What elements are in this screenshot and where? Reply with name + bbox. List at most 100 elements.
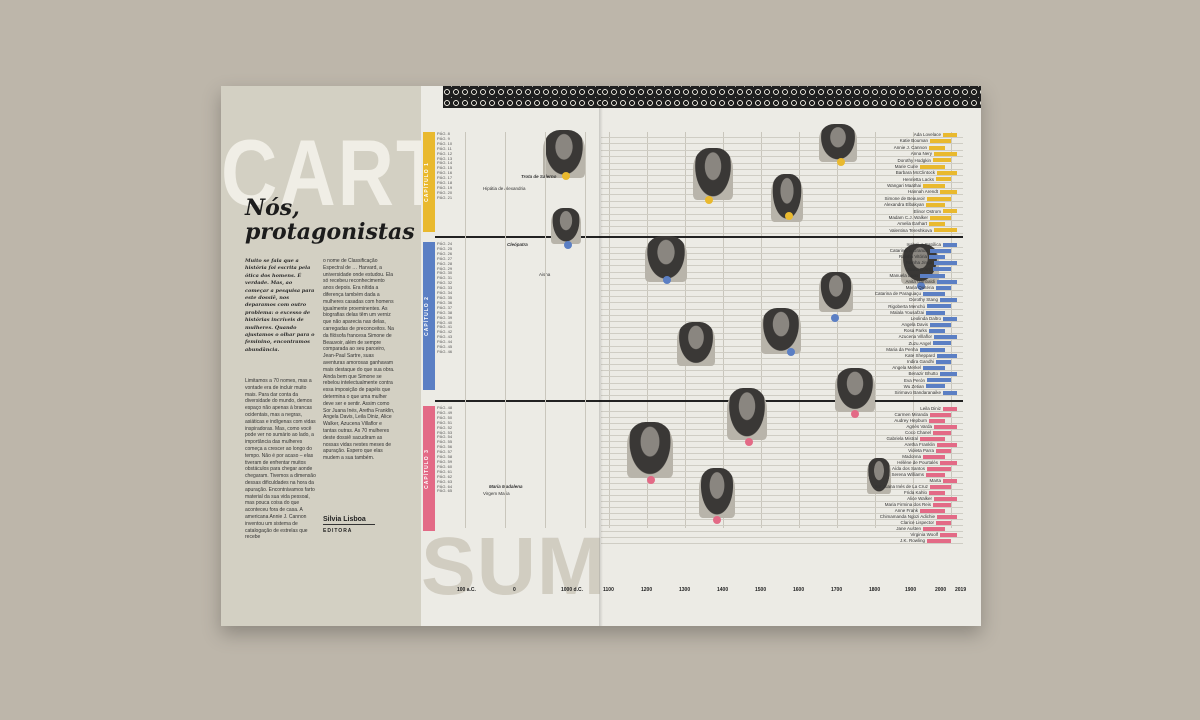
lifespan-bar bbox=[937, 171, 957, 176]
timeline-row-line bbox=[601, 513, 963, 514]
timeline-row-line bbox=[601, 471, 963, 472]
lifespan-bar bbox=[929, 145, 945, 150]
timeline-row-line bbox=[601, 531, 963, 532]
timeline-row-line bbox=[601, 501, 963, 502]
axis-year-0: 100 a.C. bbox=[457, 587, 476, 593]
lifespan-bar bbox=[930, 322, 951, 327]
woman-name: Rainha Vitória bbox=[898, 254, 927, 260]
woman-name: Henrietta Lacks bbox=[902, 176, 934, 182]
woman-name: Dorothy Stang bbox=[909, 297, 938, 303]
axis-year-1: 0 bbox=[513, 587, 516, 593]
woman-name: Maria da Penha bbox=[886, 346, 918, 352]
timeline-grid-line bbox=[875, 132, 876, 528]
timeline-row-line bbox=[601, 453, 963, 454]
woman-entry: Hélène de Pourtalès bbox=[897, 460, 957, 465]
timeline-row-line bbox=[601, 302, 963, 304]
woman-entry: Madonna bbox=[902, 454, 945, 459]
woman-name: Valentina Tereshkova bbox=[889, 227, 932, 233]
axis-year-6: 1400 bbox=[717, 587, 729, 593]
lifespan-bar bbox=[923, 366, 945, 370]
timeline-row-line bbox=[601, 495, 963, 496]
portrait-rosa bbox=[761, 308, 801, 354]
woman-name: Carmen Miranda bbox=[894, 412, 928, 417]
lifespan-bar bbox=[929, 329, 945, 334]
woman-name: Anna Nery bbox=[910, 151, 932, 157]
woman-name: Wu Zetian bbox=[903, 383, 924, 389]
woman-entry: Audrey Hepburn bbox=[894, 418, 945, 423]
woman-entry: Jane Austen bbox=[896, 526, 945, 531]
lifespan-bar bbox=[936, 448, 951, 453]
lifespan-bar bbox=[920, 436, 945, 441]
timeline-row-line bbox=[601, 137, 963, 138]
lifespan-bar bbox=[927, 196, 951, 201]
woman-name: Dorothy Hodgkin bbox=[897, 157, 931, 163]
woman-name: Leila Diniz bbox=[920, 406, 941, 411]
woman-entry: Malala Yousafzai bbox=[890, 310, 945, 315]
page-list-ch3: PÁG. 48 PÁG. 49 PÁG. 50 PÁG. 51 PÁG. 52 … bbox=[437, 405, 453, 494]
woman-name: Sirimavo Bandaranaike bbox=[894, 389, 941, 395]
timeline-row-line bbox=[601, 296, 963, 298]
timeline-row-line bbox=[601, 423, 963, 424]
woman-name: Malala Yousafzai bbox=[890, 309, 924, 315]
timeline-row-line bbox=[601, 265, 963, 267]
lifespan-bar bbox=[926, 384, 945, 389]
woman-virgem-maria: Virgem Maria bbox=[483, 491, 510, 496]
lifespan-bar bbox=[940, 298, 957, 303]
woman-entry: Annie J. Cannon bbox=[894, 145, 945, 150]
lifespan-bar bbox=[927, 304, 951, 309]
woman-name: Violeta Parra bbox=[908, 448, 934, 453]
woman-name: Agnès Varda bbox=[906, 424, 932, 429]
woman-name: Joana D'Arc bbox=[906, 266, 931, 272]
axis-year-13: 2019 bbox=[955, 587, 967, 593]
woman-entry: Aretha Franklin bbox=[904, 442, 957, 447]
woman-name: Angela Merkel bbox=[892, 365, 921, 371]
timeline-grid-line bbox=[913, 132, 914, 528]
timeline-row-line bbox=[601, 357, 963, 359]
timeline-row-line bbox=[601, 388, 963, 390]
lifespan-bar bbox=[929, 418, 945, 423]
woman-entry: Coco Chanel bbox=[905, 430, 951, 435]
woman-name: Maria Firmina dos Reis bbox=[884, 502, 931, 507]
lifespan-bar bbox=[920, 273, 945, 278]
headline-sumario: SUMÁRIO bbox=[421, 521, 601, 612]
axis-year-9: 1700 bbox=[831, 587, 843, 593]
lifespan-bar bbox=[934, 261, 957, 266]
lifespan-bar bbox=[943, 406, 957, 411]
lifespan-bar bbox=[943, 478, 957, 483]
lifespan-bar bbox=[940, 532, 957, 537]
woman-entry: Amelia Earhart bbox=[897, 221, 945, 226]
woman-entry: Frida Kahlo bbox=[904, 490, 945, 495]
timeline-row-line bbox=[601, 162, 963, 164]
lifespan-bar bbox=[934, 424, 957, 429]
lifespan-bar bbox=[936, 520, 951, 525]
left-page: CARTA Nós, protagonistas Muito se fala q… bbox=[221, 86, 601, 626]
woman-name: Barbara McClintock bbox=[895, 170, 935, 176]
portrait-frida bbox=[867, 458, 891, 494]
woman-entry: Leolinda Daltro bbox=[911, 316, 957, 321]
woman-entry: Alexandra Elbakyan bbox=[884, 202, 945, 207]
lifespan-bar bbox=[929, 490, 945, 495]
woman-entry: Manuela Leon bbox=[889, 273, 945, 278]
woman-name: Indira Gandhi bbox=[906, 359, 934, 365]
marker-ch2-b bbox=[831, 314, 839, 322]
lifespan-bar bbox=[929, 222, 945, 227]
timeline-row-line bbox=[601, 232, 963, 234]
editorial-column-1: Limitamos a 70 nomes, mas a vontade era … bbox=[245, 378, 316, 541]
lifespan-bar bbox=[930, 139, 951, 144]
woman-name: Frida Kahlo bbox=[903, 490, 927, 495]
timeline-grid-line bbox=[951, 132, 952, 528]
timeline-row-line bbox=[601, 253, 963, 255]
lifespan-bar bbox=[923, 292, 945, 297]
lifespan-bar bbox=[926, 472, 945, 477]
timeline-row-line bbox=[601, 483, 963, 484]
woman-entry: Angela Merkel bbox=[892, 365, 945, 370]
marker-ch1-a bbox=[705, 196, 713, 204]
timeline-grid-line bbox=[609, 132, 610, 528]
lifespan-bar bbox=[936, 285, 951, 290]
portrait-trota bbox=[543, 130, 585, 178]
axis-year-2: 1000 d.C. bbox=[561, 587, 583, 593]
lifespan-bar bbox=[930, 215, 951, 220]
lifespan-bar bbox=[943, 132, 957, 137]
timeline-row-line bbox=[601, 364, 963, 366]
woman-name: Rainha Jinga bbox=[905, 260, 932, 266]
